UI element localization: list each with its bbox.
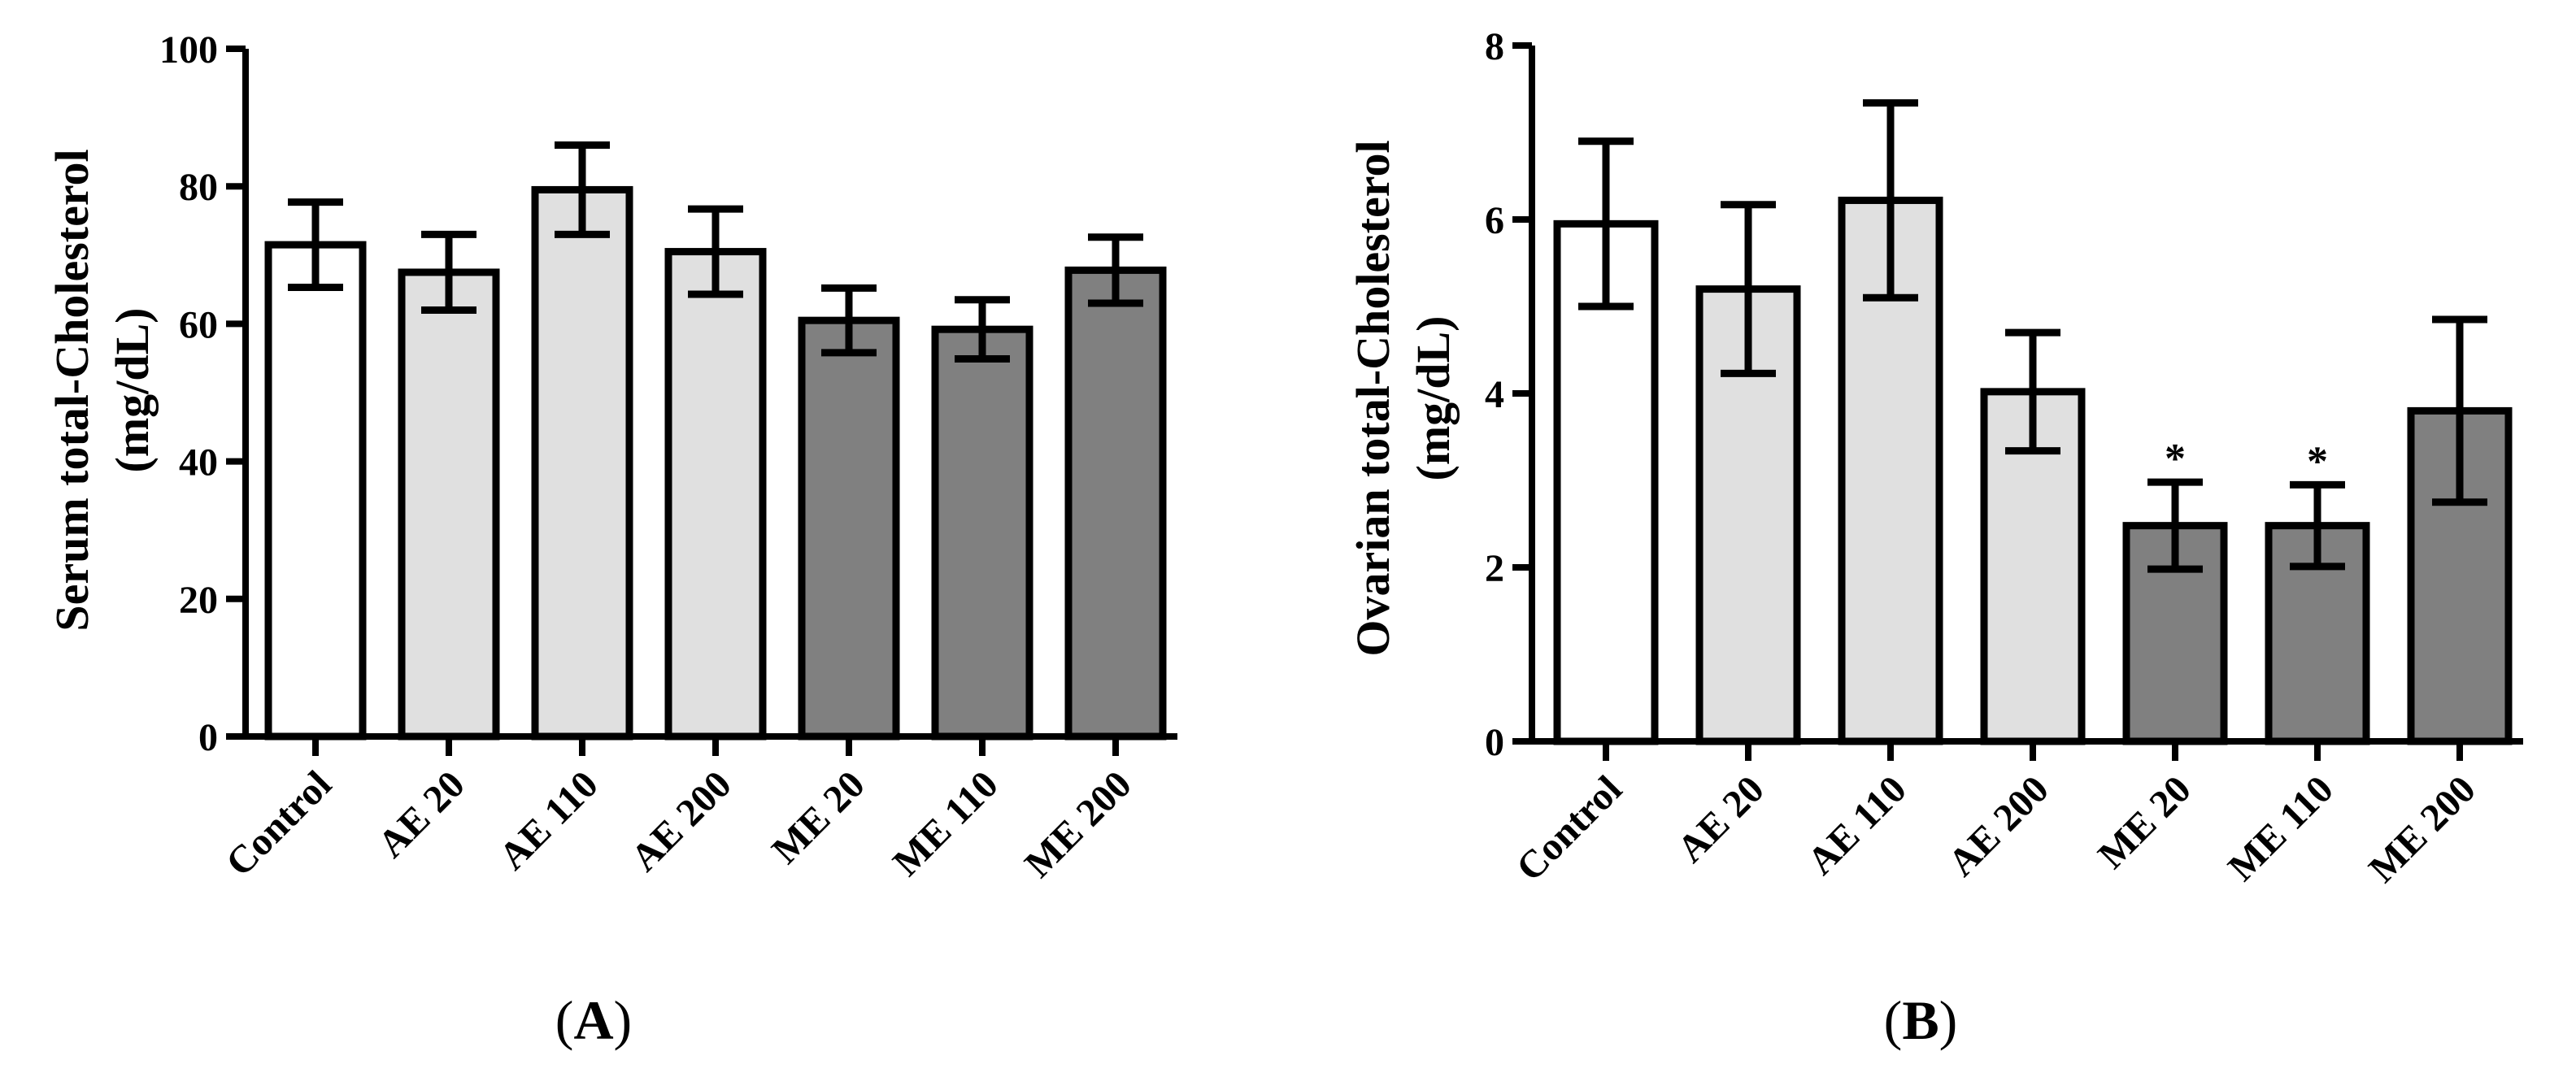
panel-label-close: ) [1939, 989, 1958, 1051]
panel-label-letter: B [1902, 989, 1939, 1051]
y-tick-label: 40 [179, 441, 218, 484]
y-axis-label: Ovarian total-Cholesterol [1347, 140, 1399, 656]
y-axis-label: Serum total-Cholesterol [46, 149, 98, 631]
y-tick-label: 0 [198, 716, 218, 759]
panel-label-open: ( [1884, 989, 1903, 1051]
bar [264, 241, 367, 741]
y-tick-label: 80 [179, 166, 218, 209]
panel-label: (B) [1884, 989, 1958, 1051]
y-axis-label-unit: (mg/dL) [106, 308, 159, 473]
y-tick-label: 20 [179, 579, 218, 622]
y-tick-label: 100 [159, 28, 218, 72]
panel-label: (A) [555, 989, 632, 1051]
panel-label-letter: A [573, 989, 613, 1051]
x-tick-label: AE 200 [1940, 767, 2057, 884]
x-tick-label: ME 200 [1016, 762, 1140, 886]
y-tick-label: 2 [1485, 547, 1504, 590]
y-tick-label: 4 [1485, 373, 1504, 416]
x-tick-label: Control [1508, 767, 1630, 889]
chart-panel-a: 0 20 40 60 80 100 Serum total-Cholesterol (mg/d… [46, 28, 1177, 1051]
significance-marker: * [2307, 438, 2328, 484]
panel-label-close: ) [614, 989, 633, 1051]
x-tick-label: ME 20 [764, 762, 873, 872]
bar [664, 248, 767, 741]
bar [931, 325, 1033, 741]
x-tick-label: AE 110 [491, 762, 607, 878]
significance-marker: * [2165, 436, 2186, 482]
bar [398, 268, 500, 741]
y-tick-label: 6 [1485, 199, 1504, 242]
x-tick-label: ME 110 [2220, 767, 2342, 889]
x-tick-label: AE 200 [623, 762, 740, 880]
chart-panel-b: 0 2 4 6 8 Ovarian total-Cholesterol (mg/dL) Con… [1347, 25, 2523, 1051]
y-tick-label: 8 [1485, 25, 1504, 68]
x-tick-label: ME 110 [885, 762, 1007, 884]
x-tick-label: AE 110 [1799, 767, 1915, 883]
bar [1064, 266, 1167, 741]
y-axis-label-unit: (mg/dL) [1407, 316, 1460, 481]
x-tick-label: AE 20 [1669, 767, 1773, 871]
x-tick-label: Control [218, 762, 340, 884]
x-tick-label: ME 200 [2361, 767, 2484, 891]
bar [798, 316, 900, 741]
y-tick-label: 60 [179, 303, 218, 346]
y-tick-label: 0 [1485, 721, 1504, 764]
bar [531, 185, 633, 741]
x-tick-label: AE 20 [370, 762, 473, 866]
x-tick-label: ME 20 [2090, 767, 2200, 877]
panel-label-open: ( [555, 989, 574, 1051]
